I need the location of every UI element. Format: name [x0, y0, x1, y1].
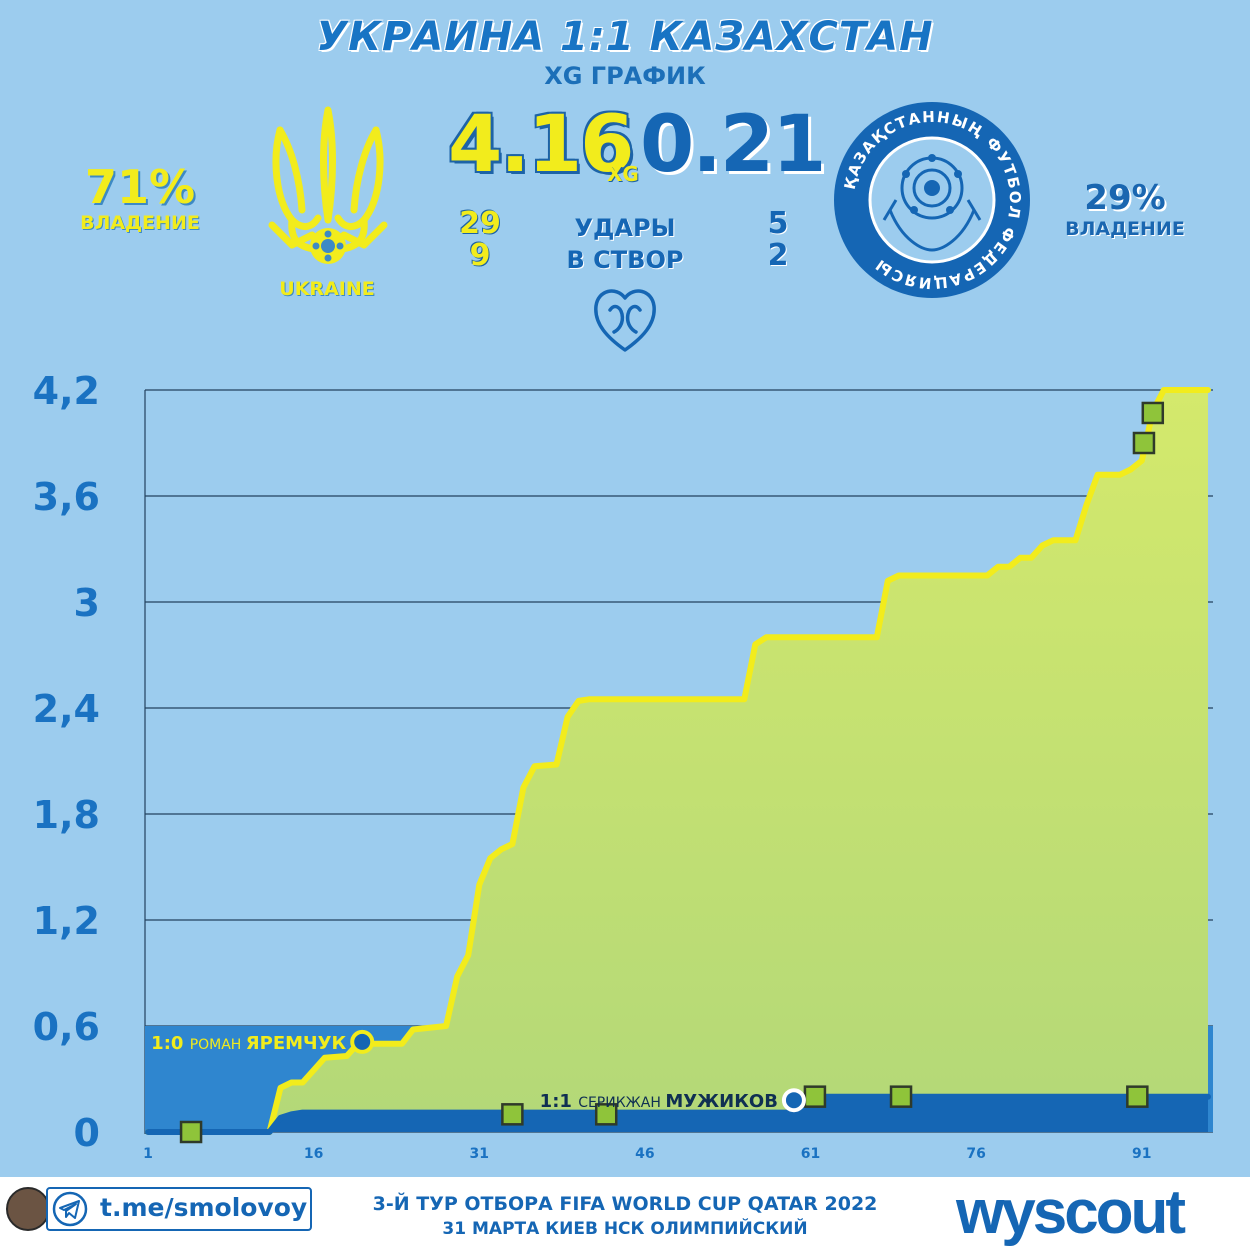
y-tick-label: 2,4 — [33, 687, 100, 731]
x-tick-label: 16 — [304, 1146, 323, 1162]
kazakhstan-crest-icon: ҚАЗАҚСТАННЫҢ ФУТБОЛ ФЕДЕРАЦИЯСЫ — [834, 102, 1030, 298]
x-tick-label: 91 — [1132, 1146, 1151, 1162]
goal-label: 1:1 СЕРИКЖАН МУЖИКОВ — [540, 1091, 778, 1112]
shot-stat-labels: УДАРЫ В СТВОР — [560, 212, 690, 276]
home-shot-stats: 29 9 — [458, 208, 502, 272]
y-tick-label: 3,6 — [33, 475, 100, 519]
goal-label: 1:0 РОМАН ЯРЕМЧУК — [151, 1033, 346, 1054]
page-subtitle: XG ГРАФИК — [544, 62, 706, 90]
away-possession-label: ВЛАДЕНИЕ — [1065, 218, 1185, 240]
goal-marker — [781, 1088, 806, 1113]
y-tick-label: 0,6 — [33, 1005, 100, 1049]
match-round: 3-Й ТУР ОТБОРА FIFA WORLD CUP QATAR 2022 — [372, 1193, 878, 1215]
telegram-text: t.me/smolovoy — [100, 1193, 308, 1222]
away-on-target: 2 — [767, 238, 789, 273]
y-tick-label: 4,2 — [33, 370, 100, 413]
y-axis-ticks: 0 0,6 1,2 1,8 2,4 3 3,6 4,2 — [33, 370, 100, 1155]
shot-marker — [501, 1103, 524, 1126]
shot-marker — [594, 1103, 618, 1126]
shot-marker — [889, 1085, 913, 1108]
y-tick-label: 1,2 — [33, 899, 100, 943]
away-xg: 0.21 — [640, 100, 826, 190]
footer: t.me/smolovoy 3-Й ТУР ОТБОРА FIFA WORLD … — [0, 1177, 1250, 1250]
xg-label: XG — [607, 162, 639, 186]
ukraine-trident-icon — [268, 106, 388, 264]
shot-marker — [179, 1120, 203, 1144]
x-tick-label: 31 — [470, 1146, 489, 1162]
away-shots: 5 — [767, 206, 789, 241]
shots-label: УДАРЫ — [574, 214, 676, 242]
away-possession-value: 29% — [1084, 178, 1166, 218]
page-title: УКРАИНА 1:1 КАЗАХСТАН — [316, 14, 934, 60]
shot-marker — [1132, 431, 1156, 455]
y-tick-label: 0 — [74, 1111, 100, 1155]
x-tick-label: 46 — [635, 1146, 654, 1162]
shot-marker — [803, 1085, 827, 1108]
goal-marker — [350, 1029, 375, 1054]
author-avatar — [6, 1187, 50, 1231]
goal-markers: 1:0 РОМАН ЯРЕМЧУК 1:1 СЕРИКЖАН МУЖИКОВ — [151, 1029, 806, 1113]
shot-marker — [1141, 401, 1165, 425]
shot-marker — [1126, 1085, 1149, 1108]
telegram-link[interactable]: t.me/smolovoy — [46, 1187, 312, 1231]
trophy-icon — [594, 289, 656, 352]
away-possession: 29% ВЛАДЕНИЕ — [1050, 178, 1200, 240]
y-tick-label: 3 — [74, 581, 100, 625]
on-target-label: В СТВОР — [566, 246, 684, 274]
home-possession: 71% ВЛАДЕНИЕ — [70, 162, 210, 234]
x-tick-label: 61 — [801, 1146, 820, 1162]
home-xg: 4.16 — [448, 100, 634, 190]
match-date-venue: 31 МАРТА КИЕВ НСК ОЛИМПИЙСКИЙ — [442, 1219, 808, 1239]
wyscout-logo: wyscout — [956, 1178, 1186, 1247]
home-possession-label: ВЛАДЕНИЕ — [80, 212, 200, 234]
home-on-target: 9 — [469, 238, 491, 273]
x-axis-ticks: 1 16 31 46 61 76 91 — [143, 1146, 1151, 1162]
home-possession-value: 71% — [84, 160, 196, 214]
home-team-name: UKRAINE — [279, 278, 375, 300]
y-tick-label: 1,8 — [33, 793, 100, 837]
x-tick-label: 76 — [966, 1146, 985, 1162]
shot-markers — [179, 401, 1165, 1144]
telegram-icon — [52, 1191, 88, 1227]
home-shots: 29 — [459, 206, 501, 241]
away-shot-stats: 5 2 — [760, 208, 796, 272]
x-tick-label: 1 — [143, 1146, 153, 1162]
